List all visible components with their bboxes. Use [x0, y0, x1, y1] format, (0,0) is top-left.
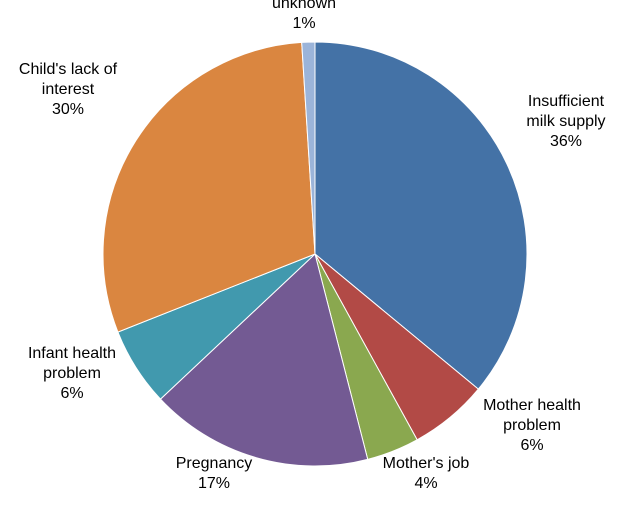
slice-value-label: 6% [520, 437, 543, 454]
slice-name-label: Insufficient [528, 93, 605, 110]
pie-slice-insufficient-milk-supply [314, 41, 528, 390]
pie-labels: Insufficient milk supply 36% Mother health p… [19, 0, 606, 492]
slice-label-mother-health-problem: Mother health problem 6% [483, 397, 581, 454]
slice-label-child-s-lack-of-interest: Child's lack of interest 30% [19, 61, 118, 118]
slice-label-infant-health-problem: Infant health problem 6% [28, 345, 116, 402]
slice-value-label: 1% [292, 15, 315, 32]
slice-value-label: 6% [60, 385, 83, 402]
pie-slice-child-s-lack-of-interest [102, 41, 316, 333]
slice-name-label: problem [43, 365, 101, 382]
slice-value-label: 17% [198, 475, 230, 492]
slice-name-label: interest [42, 81, 95, 98]
slice-name-label: Mother's job [383, 455, 470, 472]
slice-name-label: Infant health [28, 345, 116, 362]
slice-name-label: unknown [272, 0, 336, 12]
slice-value-label: 36% [550, 133, 582, 150]
slice-name-label: milk supply [526, 113, 605, 130]
slice-value-label: 4% [414, 475, 437, 492]
slice-name-label: Child's lack of [19, 61, 118, 78]
slice-label-pregnancy: Pregnancy 17% [176, 455, 253, 492]
slice-name-label: Mother health [483, 397, 581, 414]
pie-slice-pregnancy [159, 253, 369, 467]
slice-name-label: Pregnancy [176, 455, 253, 472]
slice-name-label: problem [503, 417, 561, 434]
pie-slices [102, 41, 528, 467]
pie-slice-unknown [301, 41, 316, 255]
slice-label-mother-s-job: Mother's job 4% [383, 455, 470, 492]
slice-label-insufficient-milk-supply: Insufficient milk supply 36% [526, 93, 605, 150]
slice-value-label: 30% [52, 101, 84, 118]
slice-label-unknown: unknown 1% [272, 0, 336, 32]
